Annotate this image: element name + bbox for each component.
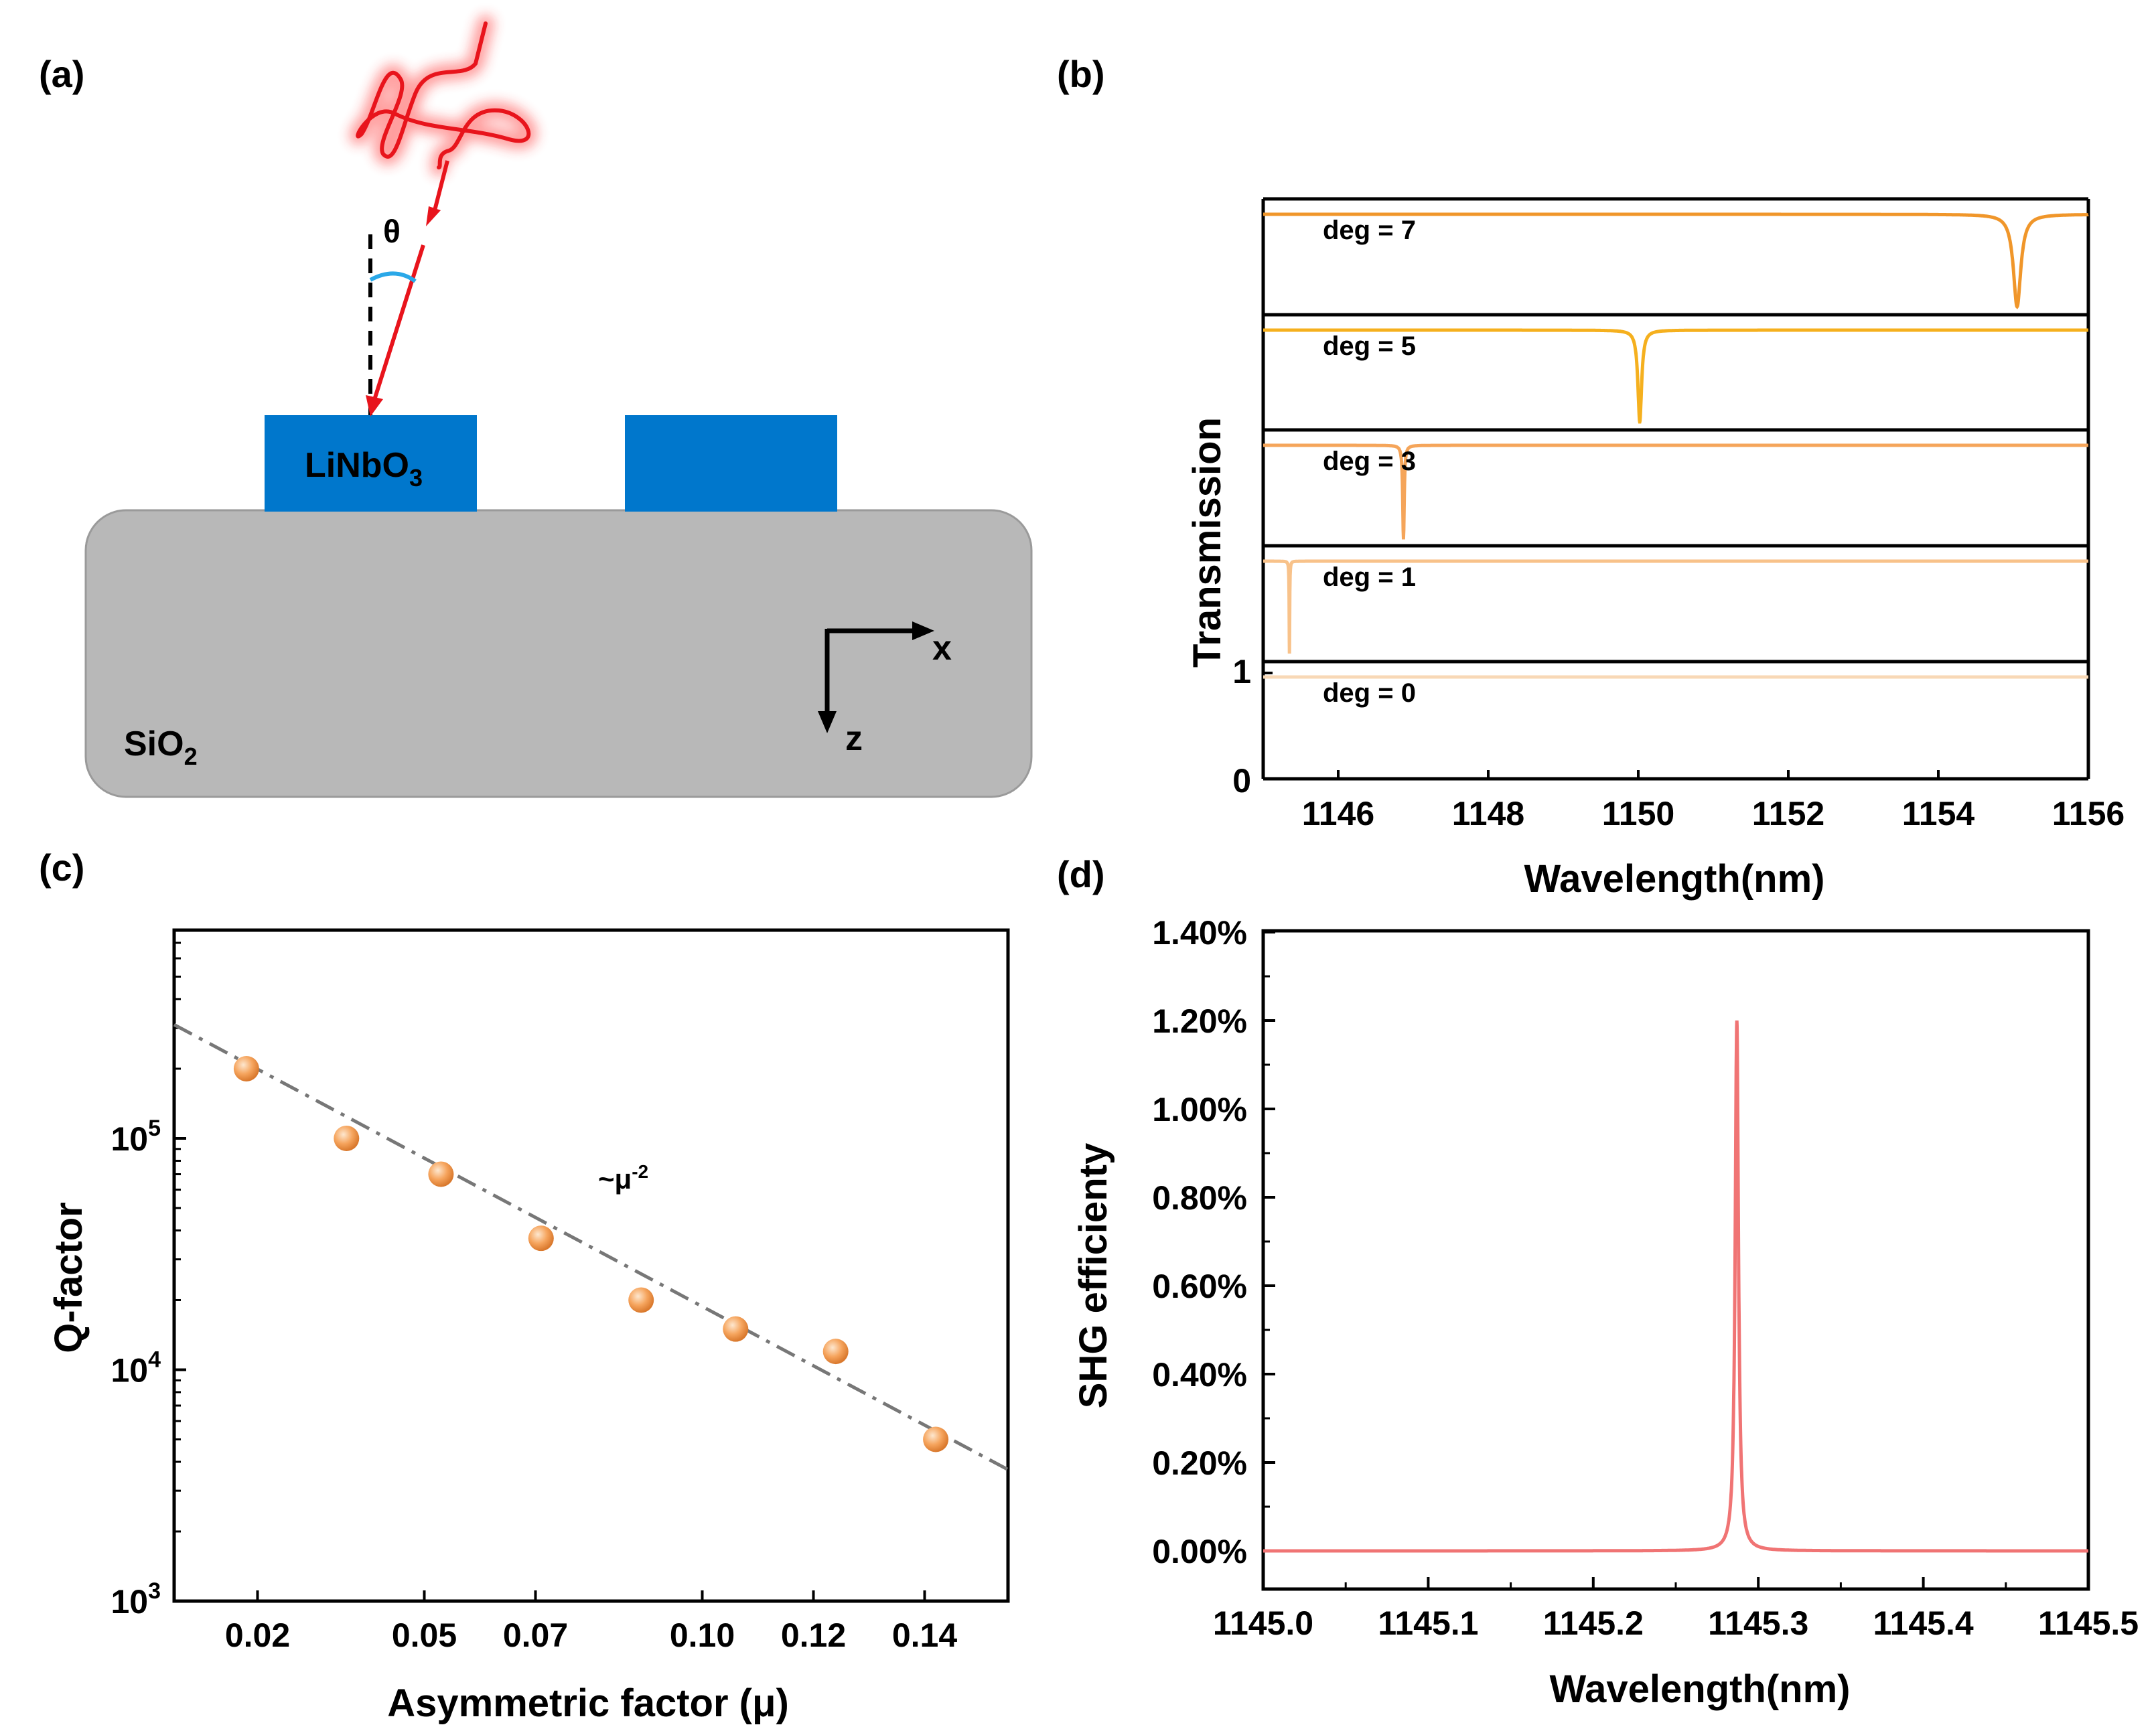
chart-d-ytick-label: 0.40% xyxy=(1152,1356,1247,1394)
chart-d-ytick-label: 1.20% xyxy=(1152,1002,1247,1040)
chart-d-ytick-label: 1.40% xyxy=(1152,914,1247,952)
coordinate-axes-icon xyxy=(818,621,934,733)
chart-d-xtick-label: 1145.2 xyxy=(1543,1604,1644,1642)
transmission-line-series xyxy=(1263,212,2089,309)
chart-c-ytick-label: 104 xyxy=(111,1347,161,1389)
chart-b-xtick-label: 1156 xyxy=(2052,795,2125,832)
q-factor-chart: 103 104 105 0.02 0.05 0.07 0.10 0.12 0.14 xyxy=(111,928,1010,1654)
transmission-line-series xyxy=(1263,328,2088,424)
sio2-label: SiO2 xyxy=(124,725,198,770)
data-point xyxy=(528,1225,554,1252)
chart-b-xtick-label: 1146 xyxy=(1302,795,1374,832)
data-point xyxy=(723,1316,749,1342)
series-label: deg = 1 xyxy=(1323,562,1416,592)
incident-beam-arrow xyxy=(372,244,425,402)
chart-c-xtick-label: 0.12 xyxy=(781,1617,846,1654)
linbo3-block-left xyxy=(265,415,477,512)
chart-c-xlabel: Asymmetric factor (μ) xyxy=(387,1681,789,1725)
fit-line xyxy=(173,1023,1009,1471)
panel-a: (a) LiNbO3 SiO2 θ x z xyxy=(39,15,1033,798)
sio2-substrate xyxy=(84,509,1033,798)
linbo3-block-right xyxy=(625,415,837,512)
chart-c-xtick-label: 0.10 xyxy=(670,1617,735,1654)
panel-label-c: (c) xyxy=(39,846,84,889)
chart-c-ytick-label: 103 xyxy=(111,1578,161,1621)
chart-d-xtick-label: 1145.1 xyxy=(1378,1604,1478,1642)
chart-c-xtick-label: 0.02 xyxy=(225,1617,290,1654)
chart-d-xlabel: Wavelength(nm) xyxy=(1550,1667,1851,1711)
chart-c-ytick-label: 105 xyxy=(111,1116,161,1158)
panel-d: (d) 0.00% 0.20% 0.40% 0.60% 0.80% 1.00% 1.20% 1… xyxy=(1057,853,2139,1711)
chart-d-ytick-label: 0.80% xyxy=(1152,1179,1247,1217)
axis-z-label: z xyxy=(845,719,863,758)
chart-d-xtick-label: 1145.5 xyxy=(2038,1604,2139,1642)
series-label: deg = 0 xyxy=(1323,678,1416,708)
chart-c-xtick-label: 0.14 xyxy=(892,1617,958,1654)
panel-label-a: (a) xyxy=(39,53,84,95)
chart-d-xtick-label: 1145.4 xyxy=(1873,1604,1974,1642)
chart-b-ytick-0: 0 xyxy=(1232,762,1251,800)
chart-b-xtick-label: 1154 xyxy=(1902,795,1975,832)
chart-d-ytick-label: 0.20% xyxy=(1152,1444,1247,1482)
chart-d-frame xyxy=(1261,929,2090,1591)
data-point xyxy=(428,1161,454,1187)
panel-c: (c) 103 104 105 0.02 0.05 0.07 0.10 0.12 0.14 Q-… xyxy=(39,846,1010,1725)
chart-b-xtick-label: 1150 xyxy=(1602,795,1674,832)
chart-d-ylabel: SHG efficienty xyxy=(1072,1143,1115,1408)
panel-label-d: (d) xyxy=(1057,853,1105,895)
incident-pulse-icon xyxy=(349,15,538,226)
chart-c-xtick-label: 0.07 xyxy=(503,1617,568,1654)
series-label: deg = 7 xyxy=(1323,216,1416,245)
transmission-line-series xyxy=(1263,559,2088,654)
linbo3-label: LiNbO3 xyxy=(305,446,423,492)
transmission-chart: deg = 7 deg = 5 deg = 3 deg = 1 deg = 0 1146 1… xyxy=(1261,197,2125,832)
chart-b-xtick-label: 1152 xyxy=(1752,795,1824,832)
axis-x-label: x xyxy=(932,629,952,668)
chart-d-xtick-label: 1145.3 xyxy=(1708,1604,1808,1642)
data-point xyxy=(628,1287,654,1313)
angle-arc xyxy=(369,271,417,283)
chart-b-xlabel: Wavelength(nm) xyxy=(1524,857,1825,901)
shg-curve xyxy=(1263,1020,2088,1553)
chart-d-ytick-label: 0.00% xyxy=(1152,1533,1247,1570)
chart-c-ylabel: Q-factor xyxy=(47,1202,90,1353)
chart-b-ylabel: Transmission xyxy=(1185,417,1229,668)
series-label: deg = 5 xyxy=(1323,331,1416,361)
chart-d-ytick-label: 1.00% xyxy=(1152,1091,1247,1128)
data-point xyxy=(334,1125,360,1151)
chart-c-xtick-label: 0.05 xyxy=(392,1617,457,1654)
data-point xyxy=(233,1055,259,1081)
incident-beam-arrowhead xyxy=(366,395,383,417)
series-label: deg = 3 xyxy=(1323,447,1416,476)
panel-label-b: (b) xyxy=(1057,53,1105,95)
shg-chart: 0.00% 0.20% 0.40% 0.60% 0.80% 1.00% 1.20% 1.40%… xyxy=(1152,914,2139,1642)
chart-c-frame xyxy=(172,928,1010,1603)
fit-annotation: ~μ-2 xyxy=(598,1161,648,1195)
chart-d-ytick-label: 0.60% xyxy=(1152,1268,1247,1305)
theta-label: θ xyxy=(383,214,401,250)
transmission-line-series xyxy=(1263,443,2088,540)
data-point xyxy=(923,1426,949,1452)
data-point xyxy=(822,1339,849,1365)
chart-b-ytick-1: 1 xyxy=(1232,653,1251,690)
chart-b-xtick-label: 1148 xyxy=(1452,795,1524,832)
panel-b: (b) deg = 7 deg = 5 deg = 3 deg = 1 deg = 0 1… xyxy=(1057,53,2125,901)
chart-d-xtick-label: 1145.0 xyxy=(1213,1604,1313,1642)
